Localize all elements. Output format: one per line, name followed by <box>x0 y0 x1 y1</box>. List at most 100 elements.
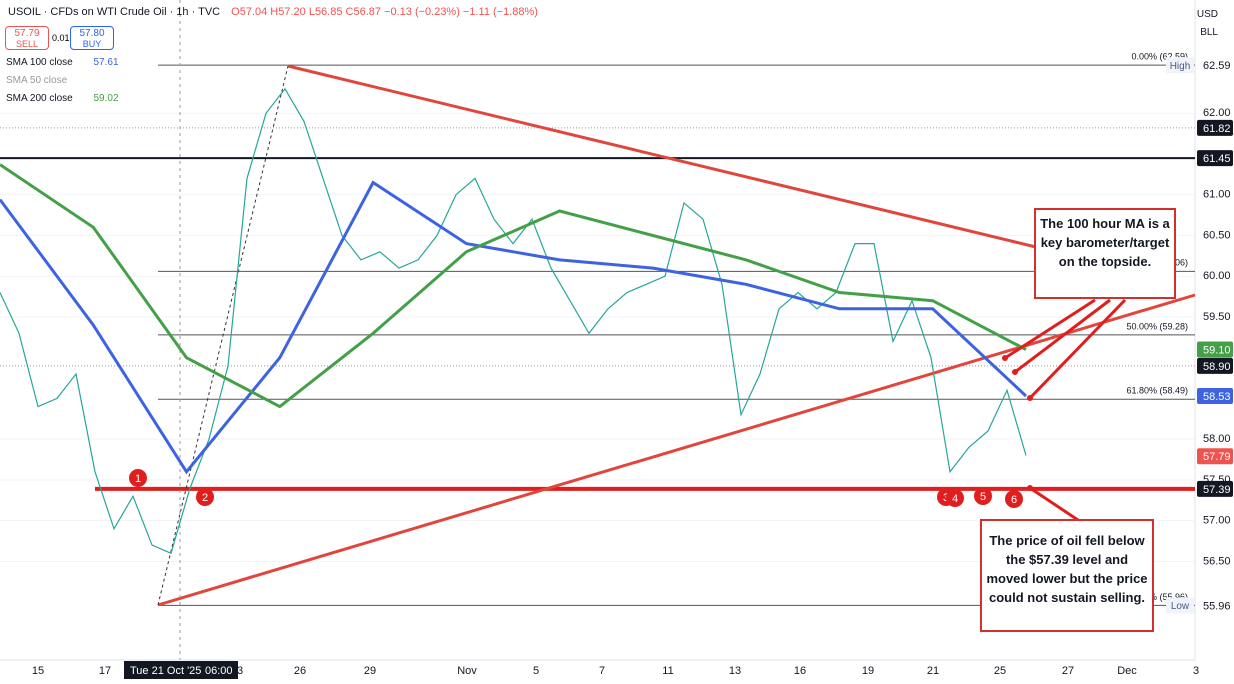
x-tick-label: 13 <box>729 665 741 677</box>
price-tag <box>1197 388 1233 404</box>
x-tick-label: 19 <box>862 665 874 677</box>
trendline <box>287 64 1041 250</box>
y-tick-label: 60.50 <box>1203 229 1231 241</box>
legend-value: 59.02 <box>93 93 119 104</box>
legend-sma50[interactable]: SMA 50 close <box>6 75 67 86</box>
arrow-head <box>1012 369 1018 375</box>
marker-label: 1 <box>135 473 141 485</box>
y-tick-label: 62.00 <box>1203 107 1231 119</box>
y-tick-label: 57.00 <box>1203 515 1231 527</box>
arrow <box>1004 298 1096 360</box>
x-tick-label: 3 <box>237 665 243 677</box>
x-tick-label: 5 <box>533 665 539 677</box>
price-tag-label: 61.82 <box>1203 123 1231 135</box>
spread: 0.01 <box>52 33 70 43</box>
annotation: The price of oil fell below the $57.39 l… <box>980 519 1154 632</box>
x-tick-label: 7 <box>599 665 605 677</box>
marker-label: 5 <box>980 491 986 503</box>
x-tick-label: 29 <box>364 665 376 677</box>
legend-value: 57.61 <box>93 57 119 68</box>
moving-average <box>0 163 1027 409</box>
price-tag-label: 55.96 <box>1203 600 1231 612</box>
x-tick-label: 15 <box>32 665 44 677</box>
price-tag-label: 58.53 <box>1203 391 1231 403</box>
x-tick-label: 27 <box>1062 665 1074 677</box>
price-tag-label: 58.90 <box>1203 361 1231 373</box>
fib-label: % (55.96) <box>1149 592 1188 602</box>
price-tag <box>1197 480 1233 497</box>
buy-price: 57.80 <box>79 28 105 39</box>
ohlc: O57.04 H57.20 L56.85 C56.87 −0.13 (−0.23… <box>231 6 538 18</box>
arrow <box>1029 486 1079 522</box>
sell-label: SELL <box>15 39 39 49</box>
moving-average <box>0 180 1028 475</box>
marker <box>1005 490 1023 508</box>
legend-sma200[interactable]: SMA 200 close 59.02 <box>6 93 119 104</box>
y-tick-label: 56.50 <box>1203 555 1231 567</box>
fib-label: 0.00% (62.59) <box>1131 52 1188 62</box>
legend-name: SMA 50 close <box>6 75 68 86</box>
arrow <box>1028 298 1127 400</box>
symbol: USOIL · CFDs on WTI Crude Oil · 1h · TVC <box>8 6 221 18</box>
header: USOIL · CFDs on WTI Crude Oil · 1h · TVC… <box>8 6 538 18</box>
tag-box <box>1166 597 1194 614</box>
unit[interactable]: BLL <box>1200 27 1218 38</box>
buy-label: BUY <box>82 39 102 49</box>
fib-label: 61.80% (58.49) <box>1126 386 1188 396</box>
crosshair-label: Tue 21 Oct '25 <box>130 665 201 677</box>
legend-sma100[interactable]: SMA 100 close 57.61 <box>6 57 119 68</box>
price-tag <box>1197 341 1233 358</box>
currency[interactable]: USD <box>1196 9 1218 20</box>
fib-anchor <box>157 65 289 606</box>
legend-name: SMA 200 close <box>6 93 73 104</box>
sell-price: 57.79 <box>14 28 40 39</box>
annotation: The 100 hour MA is a key barometer/targe… <box>1034 208 1176 299</box>
price-tag-label: 59.10 <box>1203 344 1231 356</box>
price-tag <box>1197 597 1233 614</box>
x-tick-label: Dec <box>1117 665 1137 677</box>
marker <box>974 487 992 505</box>
fib-label: 06) <box>1175 258 1188 268</box>
y-tick-label: 58.00 <box>1203 433 1231 445</box>
price-tag <box>1197 357 1233 374</box>
marker-label: 2 <box>202 492 208 504</box>
price-tag-label: 62.59 <box>1203 60 1231 72</box>
tag-box <box>1166 57 1194 74</box>
x-tick-label: Nov <box>457 665 477 677</box>
price-tag <box>1197 57 1233 74</box>
x-tick-label: 26 <box>294 665 306 677</box>
price-tag-label: 57.39 <box>1203 484 1231 496</box>
arrow-head <box>1027 485 1033 491</box>
y-tick-label: 61.00 <box>1203 189 1231 201</box>
arrow-head <box>1027 395 1033 401</box>
price-tag <box>1197 119 1233 136</box>
crosshair-tag <box>124 661 238 679</box>
y-tick-label: 60.00 <box>1203 270 1231 282</box>
buy-button[interactable]: 57.80 BUY <box>70 26 114 50</box>
x-tick-label: 3 <box>1193 665 1199 677</box>
marker <box>196 488 214 506</box>
x-tick-label: 16 <box>794 665 806 677</box>
marker <box>129 469 147 487</box>
arrow <box>1014 298 1111 374</box>
legend-name: SMA 100 close <box>6 57 73 68</box>
x-tick-label: 21 <box>927 665 939 677</box>
price-tag-label: 57.79 <box>1203 451 1231 463</box>
marker-label: 4 <box>952 493 958 505</box>
x-tick-label: 25 <box>994 665 1006 677</box>
tag-label: High <box>1170 61 1191 72</box>
marker-label: 6 <box>1011 494 1017 506</box>
y-tick-label: 59.50 <box>1203 311 1231 323</box>
price-tag <box>1197 448 1233 465</box>
fib-label: 50.00% (59.28) <box>1126 321 1188 331</box>
crosshair-time: 06:00 <box>205 665 233 677</box>
price-tag <box>1197 150 1233 167</box>
price-line <box>0 87 1027 555</box>
x-tick-label: 11 <box>662 665 673 677</box>
marker <box>946 489 964 507</box>
tag-label: Low <box>1171 601 1190 612</box>
arrow-head <box>1002 355 1008 361</box>
sell-button[interactable]: 57.79 SELL <box>5 26 49 50</box>
marker-label: 3 <box>943 492 949 504</box>
